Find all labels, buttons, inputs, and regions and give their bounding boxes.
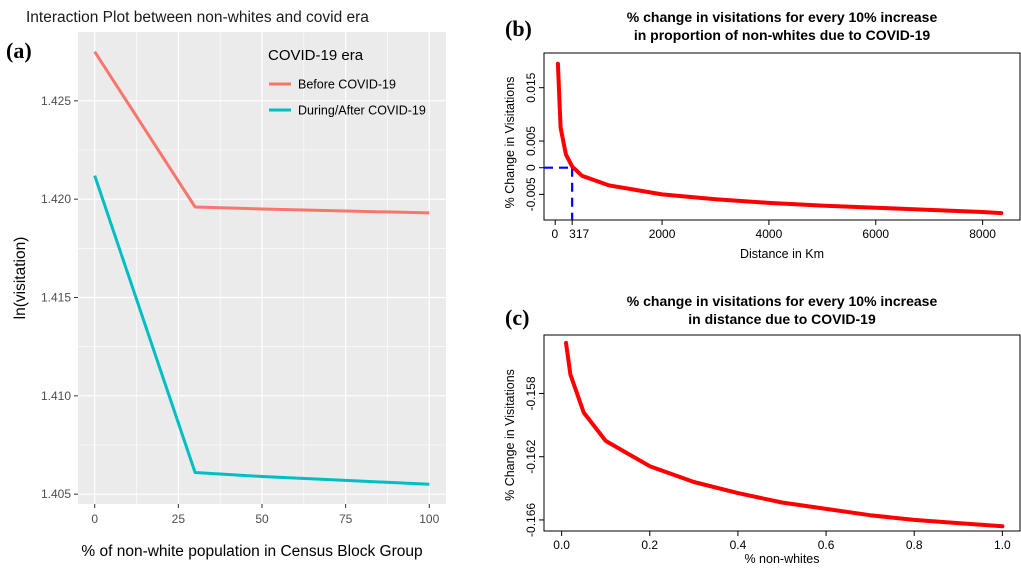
y-axis-label: % Change in Visitations bbox=[503, 77, 517, 209]
x-tick-label: 6000 bbox=[862, 227, 889, 241]
y-tick-label: 0.005 bbox=[524, 126, 538, 156]
y-tick-label: 1.425 bbox=[41, 94, 71, 108]
panel-label: (b) bbox=[505, 16, 532, 41]
panel-c: 0.0 0.2 0.4 0.6 0.8 1.0 -0.166 -0.162 -0.158 % ch… bbox=[503, 293, 1021, 566]
x-tick-label: 0.2 bbox=[641, 538, 658, 552]
panel-a: 0 25 50 75 100 1.405 1.410 1.415 1.420 1.425 Inter… bbox=[6, 9, 446, 560]
x-tick-label: 4000 bbox=[756, 227, 783, 241]
y-tick-label: 1.420 bbox=[41, 192, 71, 206]
y-tick-label: -0.162 bbox=[524, 439, 538, 473]
x-tick-label: 2000 bbox=[649, 227, 676, 241]
panel-label: (a) bbox=[6, 38, 32, 63]
series-line-1 bbox=[93, 175, 430, 486]
y-axis-label: % Change in Visitations bbox=[503, 369, 517, 501]
series-line bbox=[564, 340, 1005, 529]
x-tick-label: 75 bbox=[339, 512, 353, 526]
panel-label: (c) bbox=[505, 305, 529, 330]
panel-b: 0 317 2000 4000 6000 8000 -0.005 0 0.005 0.015 % c… bbox=[503, 9, 1021, 261]
x-tick-label: 100 bbox=[419, 512, 439, 526]
x-axis-label: % of non-white population in Census Bloc… bbox=[81, 543, 422, 560]
y-axis-label: ln(visitation) bbox=[12, 237, 29, 320]
x-tick-label: 0 bbox=[91, 512, 98, 526]
legend-label: Before COVID-19 bbox=[298, 78, 396, 92]
legend: COVID-19 era Before COVID-19 During/After … bbox=[268, 47, 426, 118]
x-tick-label: 0 bbox=[552, 227, 559, 241]
x-tick-label: 8000 bbox=[969, 227, 996, 241]
x-axis-label: % non-whites bbox=[744, 552, 819, 566]
y-tick-label: 0.015 bbox=[524, 72, 538, 102]
series-line bbox=[555, 61, 1004, 216]
x-tick-label: 0.4 bbox=[730, 538, 747, 552]
y-tick-label: 0 bbox=[524, 164, 538, 171]
chart-title: in distance due to COVID-19 bbox=[688, 311, 876, 327]
plot-c-frame bbox=[543, 334, 1021, 532]
y-tick-label: 1.415 bbox=[41, 291, 71, 305]
y-tick-label: 1.410 bbox=[41, 389, 71, 403]
chart-title: Interaction Plot between non-whites and … bbox=[26, 9, 369, 26]
x-tick-label: 25 bbox=[172, 512, 186, 526]
legend-title: COVID-19 era bbox=[268, 47, 364, 64]
chart-title: % change in visitations for every 10% in… bbox=[627, 9, 938, 25]
x-tick-label: 317 bbox=[569, 227, 589, 241]
x-axis-label: Distance in Km bbox=[740, 247, 824, 261]
x-tick-label: 0.8 bbox=[906, 538, 923, 552]
chart-title: in proportion of non-whites due to COVID… bbox=[634, 27, 931, 43]
y-tick-label: -0.158 bbox=[524, 376, 538, 410]
x-tick-label: 0.6 bbox=[818, 538, 835, 552]
y-tick-label: 1.405 bbox=[41, 487, 71, 501]
series-line-0 bbox=[93, 50, 430, 215]
chart-title: % change in visitations for every 10% in… bbox=[627, 293, 938, 309]
plot-b-frame bbox=[543, 52, 1021, 221]
y-tick-label: -0.166 bbox=[524, 503, 538, 537]
x-tick-label: 50 bbox=[255, 512, 269, 526]
y-tick-label: -0.005 bbox=[524, 177, 538, 211]
x-tick-label: 0.0 bbox=[553, 538, 570, 552]
x-tick-label: 1.0 bbox=[994, 538, 1011, 552]
legend-label: During/After COVID-19 bbox=[298, 104, 426, 118]
